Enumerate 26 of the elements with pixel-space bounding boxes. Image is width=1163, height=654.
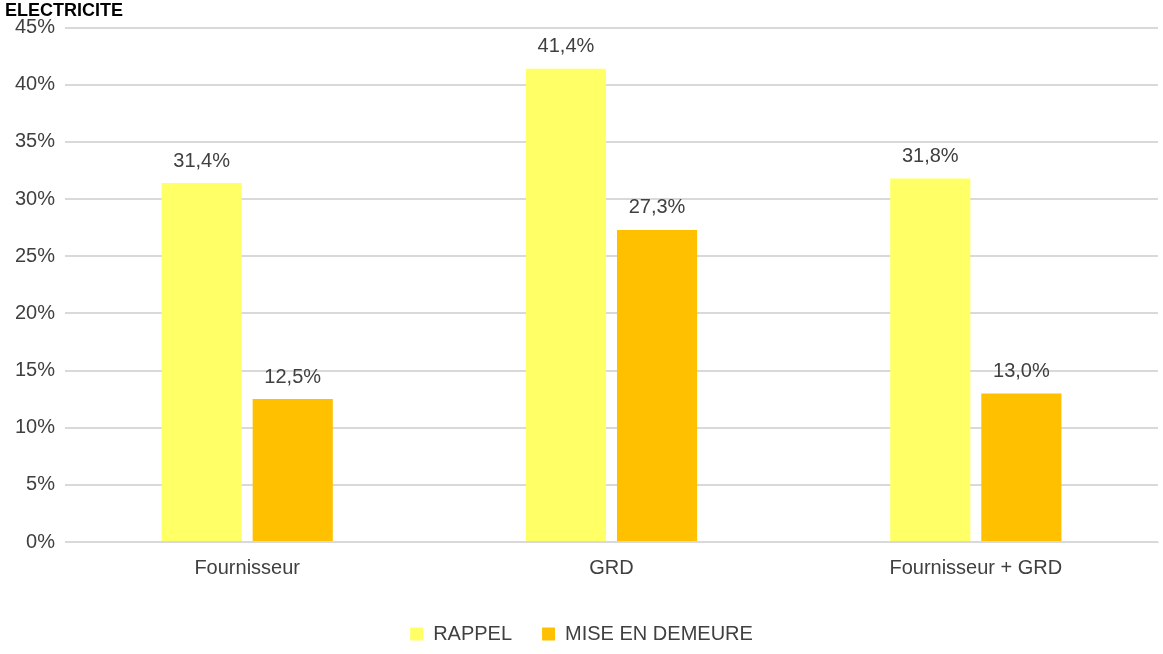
- bar: [252, 399, 333, 541]
- y-tick-label: 15%: [15, 358, 56, 381]
- y-tick-label: 30%: [15, 186, 56, 209]
- y-tick-label: 5%: [26, 472, 56, 495]
- data-label: 41,4%: [537, 34, 595, 57]
- x-tick-label: GRD: [589, 555, 634, 578]
- x-tick-label: Fournisseur + GRD: [889, 555, 1063, 578]
- y-tick-label: 20%: [15, 300, 56, 323]
- y-tick-label: 0%: [26, 529, 56, 552]
- data-label: 13,0%: [993, 358, 1050, 381]
- data-label: 27,3%: [628, 195, 686, 218]
- bar: [161, 183, 242, 541]
- y-tick-label: 40%: [15, 72, 56, 95]
- data-label: 31,8%: [901, 144, 959, 167]
- data-label: 31,4%: [173, 148, 231, 171]
- bar: [890, 178, 971, 541]
- data-label: 12,5%: [264, 364, 322, 387]
- bar: [616, 229, 698, 541]
- legend-label: RAPPEL: [433, 621, 513, 644]
- bar: [981, 393, 1062, 541]
- y-tick-label: 10%: [15, 415, 56, 438]
- legend-label: MISE EN DEMEURE: [565, 621, 753, 644]
- y-tick-label: 35%: [15, 129, 56, 152]
- bar: [525, 68, 607, 541]
- x-tick-label: Fournisseur: [194, 555, 301, 578]
- y-tick-label: 25%: [15, 243, 56, 266]
